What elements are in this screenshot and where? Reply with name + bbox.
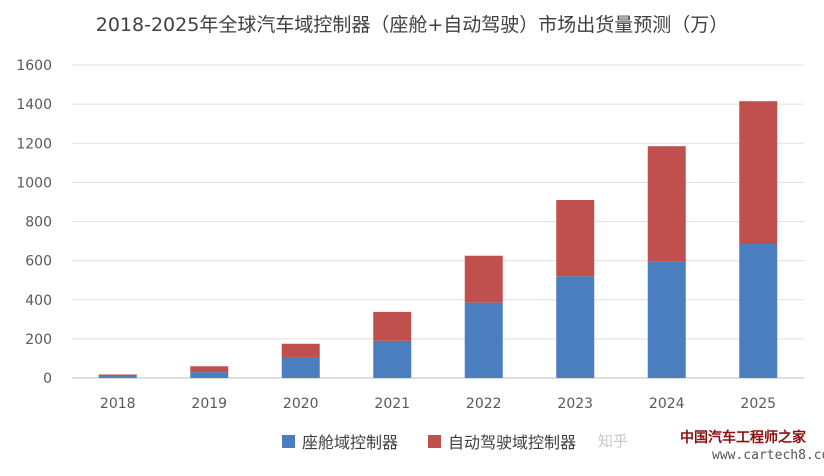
bar-cockpit xyxy=(190,372,229,378)
bar-adas xyxy=(739,101,778,244)
y-tick-label: 600 xyxy=(25,254,52,270)
x-tick-label: 2019 xyxy=(191,396,227,412)
x-tick-label: 2020 xyxy=(283,396,319,412)
gridlines xyxy=(72,64,804,379)
site-watermark: 中国汽车工程师之家 xyxy=(680,430,806,446)
bar-cockpit xyxy=(281,357,320,378)
y-tick-label: 1400 xyxy=(16,97,52,113)
y-tick-label: 800 xyxy=(25,215,52,231)
chart-title: 2018-2025年全球汽车域控制器（座舱+自动驾驶）市场出货量预测（万） xyxy=(95,14,729,36)
legend-item-adas: 自动驾驶域控制器 xyxy=(428,429,576,453)
y-axis: 0 200 400 600 800 1000 1200 1400 1600 xyxy=(16,58,52,387)
legend-label-adas: 自动驾驶域控制器 xyxy=(448,433,577,452)
zhihu-watermark: 知乎 xyxy=(598,432,629,450)
bar-adas xyxy=(647,146,686,262)
bar-adas xyxy=(373,311,412,341)
bars xyxy=(98,101,778,378)
y-tick-label: 1600 xyxy=(16,58,52,74)
bar-cockpit xyxy=(647,261,686,378)
x-tick-label: 2021 xyxy=(374,396,410,412)
bar-adas xyxy=(556,199,595,277)
bar-cockpit xyxy=(739,243,778,378)
y-tick-label: 0 xyxy=(43,371,52,387)
x-tick-label: 2018 xyxy=(100,396,136,412)
x-tick-label: 2022 xyxy=(466,396,502,412)
legend-swatch-adas xyxy=(428,434,442,448)
bar-adas xyxy=(464,255,503,303)
legend: 座舱域控制器 自动驾驶域控制器 xyxy=(282,429,606,453)
bar-adas xyxy=(98,374,137,377)
bar-cockpit xyxy=(464,302,503,378)
y-tick-label: 200 xyxy=(25,332,52,348)
legend-label-cockpit: 座舱域控制器 xyxy=(302,433,399,452)
bar-cockpit xyxy=(373,340,412,378)
x-tick-label: 2023 xyxy=(557,396,593,412)
bar-adas xyxy=(190,366,229,373)
legend-item-cockpit: 座舱域控制器 xyxy=(282,429,398,453)
bar-cockpit xyxy=(98,376,137,378)
y-tick-label: 1000 xyxy=(16,175,52,191)
x-axis: 2018 2019 2020 2021 2022 2023 2024 2025 xyxy=(100,396,776,412)
bar-adas xyxy=(281,343,320,358)
y-tick-label: 1200 xyxy=(16,136,52,152)
site-url-watermark: www.cartech8.com xyxy=(712,448,824,463)
x-tick-label: 2024 xyxy=(649,396,685,412)
legend-swatch-cockpit xyxy=(282,434,295,448)
x-tick-label: 2025 xyxy=(740,396,776,412)
bar-cockpit xyxy=(556,276,595,378)
y-tick-label: 400 xyxy=(25,293,52,309)
